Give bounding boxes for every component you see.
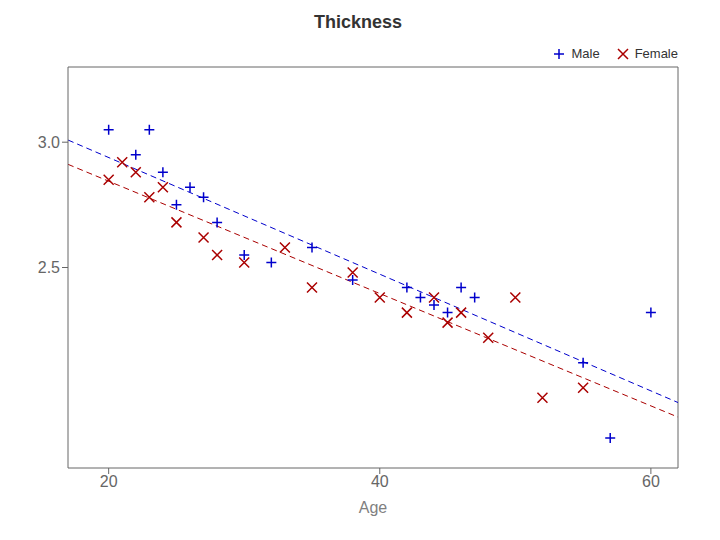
html-text:Female: Female (634, 46, 678, 61)
svg-text:Age: Age (359, 499, 388, 516)
svg-text:60: 60 (642, 473, 660, 490)
svg-text:40: 40 (371, 473, 389, 490)
html-text:Thickness: Thickness (314, 12, 402, 32)
svg-text:2.5: 2.5 (38, 259, 60, 276)
svg-text:3.0: 3.0 (38, 134, 60, 151)
svg-text:20: 20 (100, 473, 118, 490)
html-text:Male: Male (571, 46, 600, 61)
